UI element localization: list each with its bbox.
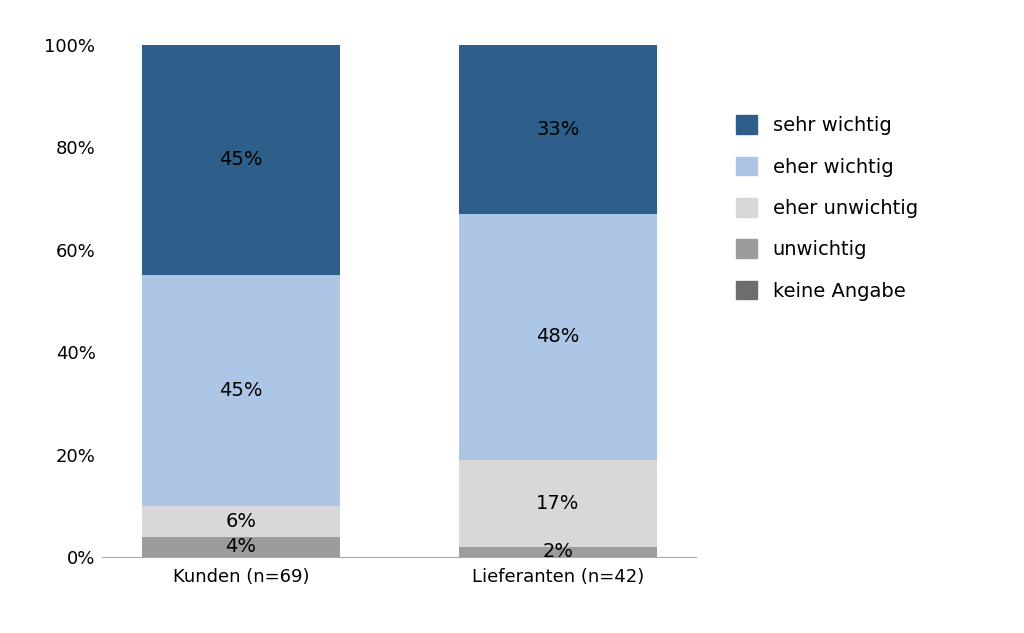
Text: 48%: 48% [536, 327, 580, 346]
Text: 4%: 4% [225, 537, 256, 556]
Legend: sehr wichtig, eher wichtig, eher unwichtig, unwichtig, keine Angabe: sehr wichtig, eher wichtig, eher unwicht… [730, 110, 924, 306]
Bar [142, 44, 340, 275]
Text: 17%: 17% [536, 494, 580, 513]
Bar [459, 44, 656, 214]
Text: 6%: 6% [225, 511, 256, 530]
Bar [142, 506, 340, 537]
Bar [459, 460, 656, 547]
Bar [459, 547, 656, 557]
Bar [142, 275, 340, 506]
Text: 2%: 2% [543, 542, 573, 561]
Text: 33%: 33% [536, 120, 580, 139]
Text: 45%: 45% [219, 381, 263, 400]
Bar [142, 537, 340, 557]
Text: 45%: 45% [219, 151, 263, 170]
Bar [459, 214, 656, 460]
